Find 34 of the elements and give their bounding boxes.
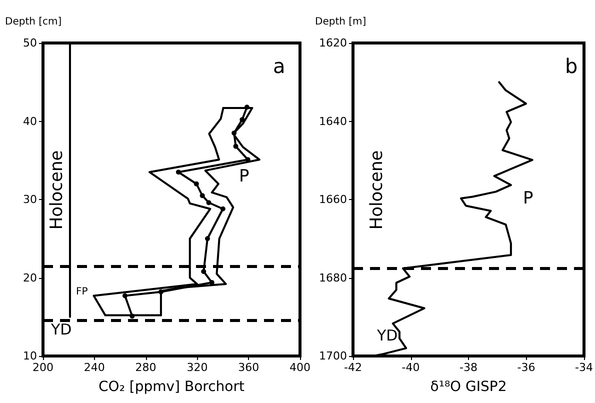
y-tick-label: 1640 [319, 114, 347, 128]
y-axis-title: Depth [m] [315, 16, 366, 28]
x-tick-label: 360 [238, 361, 260, 374]
y-tick-label: 1700 [319, 350, 347, 362]
y-tick-label: 50 [23, 36, 37, 50]
annotation: b [565, 54, 578, 78]
x-tick-label: 320 [186, 361, 208, 374]
y-tick-label: 40 [23, 114, 37, 128]
x-tick-label: -40 [402, 361, 420, 374]
x-tick-label: 280 [135, 361, 156, 374]
x-tick-label: -36 [517, 361, 536, 374]
x-tick-label: -38 [460, 361, 478, 374]
x-axis-title: δ¹⁸O GISP2 [430, 379, 507, 395]
annotation: Holocene [367, 150, 387, 230]
annotation: Holocene [47, 150, 67, 230]
x-tick-label: 240 [84, 361, 105, 374]
annotation: YD [50, 320, 72, 338]
annotation: YD [376, 326, 398, 344]
annotation: P [239, 166, 250, 186]
y-tick-label: 1660 [319, 193, 347, 206]
y-axis-title: Depth [cm] [5, 16, 62, 28]
y-tick-label: 10 [23, 350, 37, 362]
y-tick-label: 1620 [319, 36, 347, 50]
x-tick-label: -34 [575, 361, 593, 374]
y-tick-label: 20 [23, 271, 37, 284]
y-tick-label: 1680 [319, 271, 347, 284]
annotation: FP [76, 286, 88, 298]
y-tick-label: 30 [23, 193, 37, 206]
x-tick-label: 400 [290, 361, 310, 374]
x-axis-title: CO₂ [ppmv] Borchort [98, 379, 245, 395]
annotation: a [273, 54, 286, 78]
x-tick-label: -42 [344, 361, 362, 374]
annotation: P [523, 188, 534, 208]
x-tick-label: 200 [32, 361, 54, 374]
